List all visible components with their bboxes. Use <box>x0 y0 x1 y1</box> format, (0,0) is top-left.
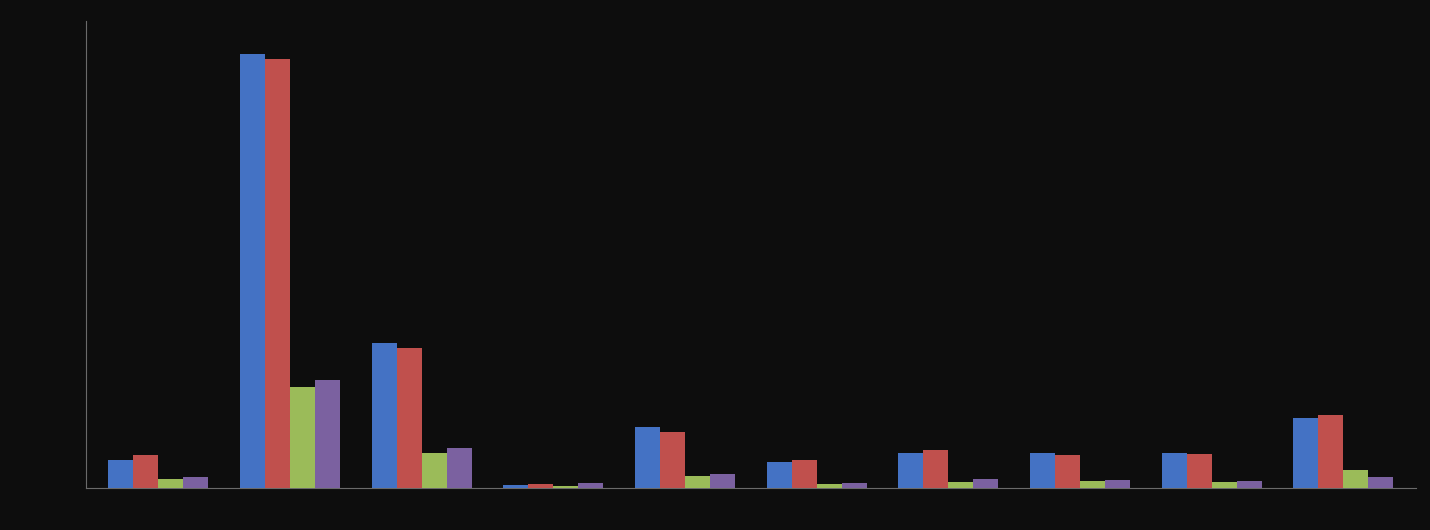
Bar <box>1318 416 1343 488</box>
Bar <box>766 462 792 488</box>
Bar <box>842 483 867 488</box>
Bar <box>1187 454 1211 488</box>
Bar <box>372 343 396 488</box>
Bar <box>792 460 817 488</box>
Bar <box>948 482 974 488</box>
Bar <box>817 484 842 488</box>
Bar <box>503 485 528 488</box>
Bar <box>290 387 315 488</box>
Bar <box>1030 453 1055 488</box>
Bar <box>1237 481 1261 488</box>
Bar <box>685 476 709 488</box>
Bar <box>133 455 159 488</box>
Bar <box>109 460 133 488</box>
Bar <box>183 478 209 488</box>
Bar <box>898 453 924 488</box>
Bar <box>446 448 472 488</box>
Bar <box>315 381 340 488</box>
Bar <box>635 427 659 488</box>
Bar <box>1105 480 1130 488</box>
Bar <box>1211 482 1237 488</box>
Bar <box>265 58 290 488</box>
Bar <box>974 479 998 488</box>
Bar <box>396 348 422 488</box>
Bar <box>709 474 735 488</box>
Bar <box>159 479 183 488</box>
Bar <box>1369 478 1393 488</box>
Bar <box>1055 455 1080 488</box>
Bar <box>1293 418 1318 488</box>
Bar <box>553 485 578 488</box>
Bar <box>1343 470 1369 488</box>
Bar <box>240 54 265 488</box>
Bar <box>578 483 603 488</box>
Bar <box>1080 481 1105 488</box>
Bar <box>924 450 948 488</box>
Bar <box>422 453 446 488</box>
Bar <box>528 484 553 488</box>
Bar <box>659 431 685 488</box>
Bar <box>1161 453 1187 488</box>
